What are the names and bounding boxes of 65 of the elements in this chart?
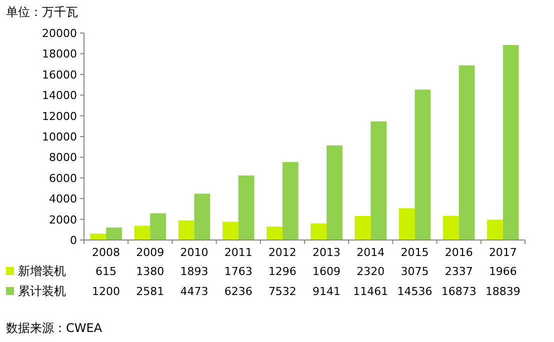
bar	[458, 65, 475, 240]
data-label: 7532	[268, 285, 296, 298]
x-tick-label: 2017	[488, 246, 517, 259]
data-label: 2337	[444, 265, 473, 278]
bar	[310, 223, 327, 240]
bar	[487, 220, 503, 240]
data-label: 1296	[268, 265, 296, 278]
bar	[150, 213, 166, 240]
y-tick-label: 8000	[49, 151, 77, 164]
y-tick-label: 18000	[42, 48, 77, 61]
y-tick-label: 16000	[42, 68, 77, 82]
bar	[194, 194, 210, 240]
y-tick-label: 14000	[42, 89, 77, 102]
data-label: 11461	[353, 285, 388, 298]
y-tick-label: 2000	[49, 213, 77, 226]
bar	[238, 175, 254, 240]
data-label: 1609	[312, 265, 341, 278]
data-label: 3075	[400, 265, 429, 278]
bar	[442, 216, 459, 240]
data-label: 1380	[136, 265, 164, 278]
legend-label: 累计装机	[18, 284, 66, 298]
bar	[90, 234, 106, 240]
x-tick-label: 2011	[224, 246, 252, 259]
x-tick-label: 2015	[400, 246, 429, 259]
bar	[106, 228, 122, 240]
bar	[266, 226, 282, 240]
bar	[282, 162, 298, 240]
x-tick-label: 2010	[180, 246, 208, 259]
y-axis-title: 单位：万千瓦	[6, 5, 78, 19]
data-label: 16873	[441, 285, 476, 298]
bar	[134, 226, 150, 240]
y-tick-label: 4000	[49, 192, 77, 206]
data-label: 2581	[136, 285, 164, 298]
y-tick-label: 0	[70, 234, 77, 247]
x-tick-label: 2012	[268, 246, 296, 259]
source-note: 数据来源：CWEA	[6, 321, 103, 335]
bar	[414, 90, 431, 240]
data-label: 615	[96, 265, 117, 278]
y-tick-label: 10000	[42, 130, 77, 144]
x-tick-label: 2014	[356, 246, 385, 259]
data-label: 4473	[180, 285, 208, 298]
data-label: 1763	[224, 265, 252, 278]
bar	[502, 45, 519, 240]
bar	[222, 222, 238, 240]
data-label: 1893	[180, 265, 208, 278]
data-label: 1200	[92, 285, 120, 298]
data-label: 14536	[397, 285, 432, 298]
x-tick-label: 2013	[312, 246, 341, 259]
legend-label: 新增装机	[18, 264, 66, 278]
bar	[370, 121, 387, 240]
y-tick-label: 20000	[42, 27, 77, 40]
bar	[354, 216, 371, 240]
y-tick-label: 12000	[42, 110, 77, 123]
data-label: 18839	[485, 285, 520, 298]
x-tick-label: 2008	[92, 246, 120, 259]
data-label: 2320	[356, 265, 385, 278]
data-label: 1966	[488, 265, 517, 278]
bar	[178, 220, 194, 240]
bar	[398, 208, 415, 240]
x-tick-label: 2009	[136, 246, 164, 259]
data-label: 6236	[224, 285, 252, 298]
y-tick-label: 6000	[49, 172, 77, 185]
x-tick-label: 2016	[444, 246, 473, 259]
bar	[326, 145, 342, 240]
data-label: 9141	[312, 285, 341, 298]
